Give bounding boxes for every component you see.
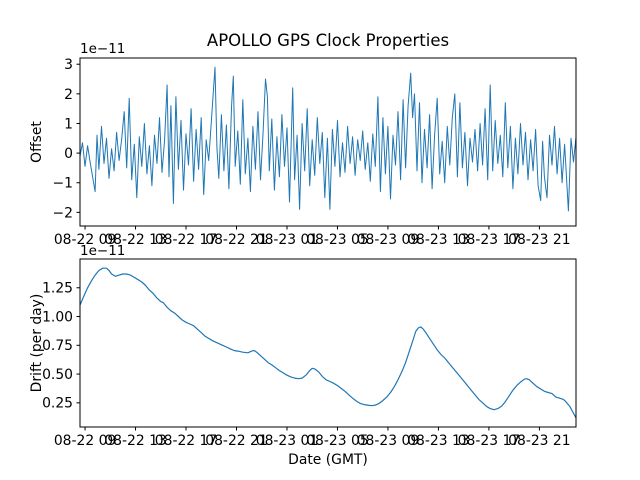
x-tick-label: 08-23 13 [407, 433, 469, 449]
chart-title: APOLLO GPS Clock Properties [206, 31, 450, 50]
x-tick-label: 08-23 05 [306, 232, 368, 248]
drift-axis-label: Drift (per day) [29, 293, 45, 393]
y-tick-label: 1.25 [42, 281, 73, 297]
x-tick-label: 08-23 21 [508, 433, 570, 449]
x-tick-label: 08-23 17 [458, 232, 520, 248]
x-tick-label: 08-22 17 [155, 433, 217, 449]
x-tick-label: 08-23 09 [357, 433, 419, 449]
x-tick-label: 08-23 21 [508, 232, 570, 248]
y-tick-label: 1 [64, 116, 73, 132]
x-tick-label: 08-23 17 [458, 433, 520, 449]
x-tick-label: 08-22 09 [54, 232, 116, 248]
x-tick-label: 08-23 13 [407, 232, 469, 248]
axes-spine [79, 258, 577, 428]
x-tick-label: 08-22 13 [104, 232, 166, 248]
y-tick-label: 0.50 [42, 367, 73, 383]
offset-series-line [79, 66, 577, 212]
offset-scale-label-top: 1e−11 [80, 41, 126, 57]
y-tick-label: 0.75 [42, 338, 73, 354]
offset-scale-label-bottom: 1e−11 [80, 243, 126, 259]
x-tick-label: 08-23 01 [256, 433, 318, 449]
x-tick-label: 08-23 01 [256, 232, 318, 248]
y-tick-label: 2 [64, 87, 73, 103]
x-tick-label: 08-22 21 [205, 232, 267, 248]
x-tick-label: 08-23 09 [357, 232, 419, 248]
y-tick-label: −2 [53, 205, 73, 221]
y-tick-label: 0 [64, 146, 73, 162]
y-tick-label: −1 [53, 176, 73, 192]
x-tick-label: 08-22 21 [205, 433, 267, 449]
y-tick-label: 0.25 [42, 396, 73, 412]
x-tick-label: 08-22 13 [104, 433, 166, 449]
drift-series-line [79, 267, 577, 419]
y-tick-label: 3 [64, 57, 73, 73]
x-tick-label: 08-23 05 [306, 433, 368, 449]
x-axis-label: Date (GMT) [288, 452, 368, 468]
axes-spine [79, 57, 577, 227]
x-tick-label: 08-22 17 [155, 232, 217, 248]
x-tick-label: 08-22 09 [54, 433, 116, 449]
y-tick-label: 1.00 [42, 309, 73, 325]
offset-axis-label: Offset [29, 121, 45, 163]
